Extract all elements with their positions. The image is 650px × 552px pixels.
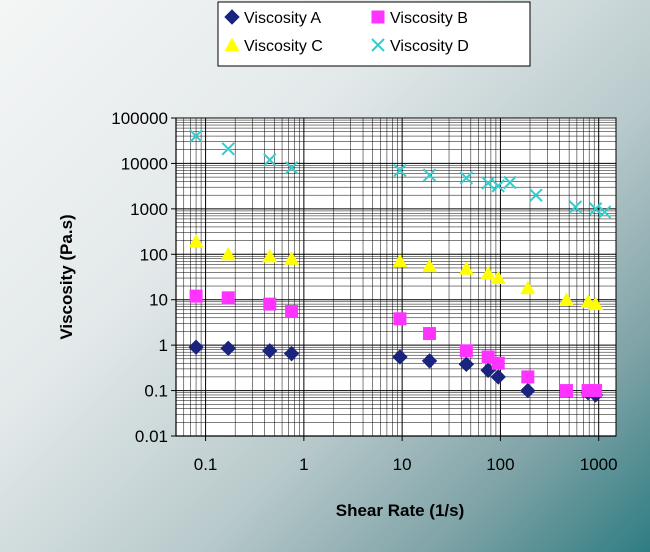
data-point [221, 291, 235, 305]
data-point [559, 384, 573, 398]
data-point [423, 327, 437, 341]
data-point [458, 356, 475, 372]
data-point [503, 175, 517, 190]
series-3 [189, 129, 612, 219]
data-point [568, 200, 583, 214]
x-tick-label: 1 [299, 455, 308, 474]
legend-marker [371, 10, 385, 24]
data-point [589, 384, 603, 398]
data-point [459, 171, 474, 185]
data-point [520, 280, 536, 295]
legend-marker [371, 38, 385, 52]
plot-area [175, 117, 617, 437]
data-point [458, 261, 474, 275]
y-tick-label: 0.01 [135, 427, 168, 446]
data-point [263, 153, 277, 167]
data-point [263, 297, 277, 311]
data-point [588, 296, 604, 311]
data-point [220, 246, 236, 261]
data-point [393, 312, 407, 326]
data-point [284, 161, 299, 175]
data-point [481, 350, 495, 364]
y-tick-label: 100 [140, 245, 168, 264]
data-point [459, 344, 473, 358]
series-1 [189, 289, 603, 398]
data-point [283, 345, 300, 362]
data-point [597, 205, 612, 219]
data-point [189, 129, 203, 143]
data-point [284, 251, 300, 265]
x-tick-label: 10 [393, 455, 412, 474]
data-point [285, 305, 299, 319]
data-point [221, 142, 235, 156]
axes [171, 117, 616, 441]
data-point [558, 292, 574, 306]
x-tick-label: 0.1 [194, 455, 218, 474]
data-point [491, 179, 505, 193]
y-tick-label: 10 [149, 291, 168, 310]
data-point [188, 339, 204, 355]
data-point [491, 356, 505, 370]
data-point [393, 163, 407, 178]
legend-marker [224, 9, 240, 25]
data-point [422, 168, 437, 182]
data-point [481, 176, 495, 190]
x-tick-label: 1000 [580, 455, 618, 474]
data-marks [188, 129, 612, 403]
data-point [262, 343, 278, 359]
data-point [490, 270, 506, 285]
legend-label: Viscosity B [390, 10, 468, 27]
y-tick-label: 1 [159, 336, 168, 355]
data-point [220, 340, 236, 357]
x-axis-title: Shear Rate (1/s) [336, 501, 465, 520]
series-2 [188, 234, 604, 311]
y-tick-label: 0.1 [144, 382, 168, 401]
data-point [480, 265, 496, 280]
y-tick-label: 100000 [111, 109, 168, 128]
data-point [262, 248, 278, 263]
data-point [521, 370, 535, 384]
tick-labels: 0.01 0.1 1 10 100 1000 10000 100000 0.1 1 10 100 100… [111, 109, 617, 474]
legend-label: Viscosity C [244, 38, 323, 55]
data-point [588, 202, 603, 216]
x-tick-label: 100 [486, 455, 514, 474]
data-point [189, 289, 203, 303]
legend: Viscosity A Viscosity B Viscosity C Viscosi… [224, 9, 469, 55]
legend-label: Viscosity A [244, 10, 321, 27]
y-axis-title: Viscosity (Pa.s) [57, 214, 76, 339]
legend-marker [224, 37, 240, 51]
legend-label: Viscosity D [390, 38, 469, 55]
data-point [422, 258, 438, 273]
data-point [421, 353, 438, 369]
data-point [392, 253, 408, 268]
data-point [188, 234, 204, 248]
data-point [520, 382, 536, 399]
y-tick-label: 1000 [130, 200, 168, 219]
data-point [490, 369, 506, 385]
data-point [529, 188, 543, 202]
data-point [392, 349, 408, 365]
y-tick-label: 10000 [121, 154, 168, 173]
